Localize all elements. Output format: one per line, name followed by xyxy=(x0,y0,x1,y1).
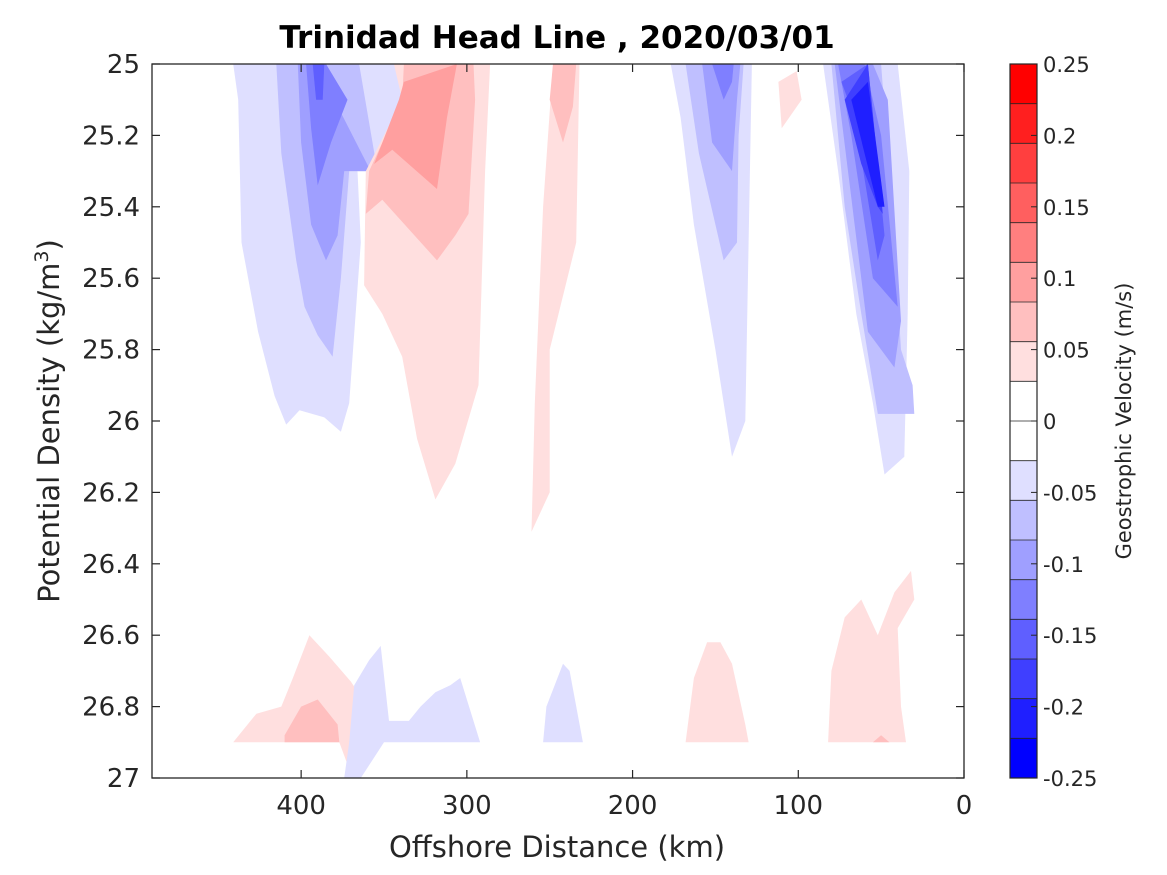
colorbar-swatch xyxy=(1010,64,1037,104)
contour-region-blue-deep-350km-l1 xyxy=(344,645,481,778)
chart-title: Trinidad Head Line , 2020/03/01 xyxy=(279,20,834,56)
y-axis-ticks: 25 25.2 25.4 25.6 25.8 26 26.2 26.4 26.6 26.8 27 xyxy=(82,50,964,794)
y-axis-label-main: Potential Density (kg/m xyxy=(32,263,66,603)
y-tick-label: 25.8 xyxy=(82,336,140,366)
contour-region-red-250km-l2 xyxy=(549,64,577,143)
contour-region-blue-60km-l7 xyxy=(851,81,885,207)
contour-region-red-deep-50km-l2 xyxy=(872,735,890,743)
contour-region-red-330km-l3 xyxy=(374,64,457,189)
colorbar-tick-label: 0.2 xyxy=(1043,124,1076,148)
x-axis-label: Offshore Distance (km) xyxy=(389,830,725,864)
colorbar-swatch xyxy=(1010,302,1037,342)
contour-region-blue-deep-240km-l1 xyxy=(543,663,583,743)
y-tick-label: 26.4 xyxy=(82,550,140,580)
y-tick-label: 25.2 xyxy=(82,121,140,151)
y-axis-label-end: ) xyxy=(32,239,66,250)
x-tick-label: 100 xyxy=(773,791,823,821)
colorbar-tick-label: -0.05 xyxy=(1043,481,1097,505)
y-axis-label-sup: 3 xyxy=(31,250,53,262)
colorbar-swatch xyxy=(1010,262,1037,303)
y-tick-label: 27 xyxy=(107,764,140,794)
y-tick-label: 26.8 xyxy=(82,693,140,723)
y-tick-label: 26.2 xyxy=(82,478,140,508)
colorbar-swatch xyxy=(1010,103,1037,144)
colorbar-swatch xyxy=(1010,579,1037,620)
y-tick-label: 25 xyxy=(107,50,140,80)
y-tick-label: 26.6 xyxy=(82,621,140,651)
contour-region-red-deep-400km-l2 xyxy=(284,699,340,743)
colorbar-tick-label: -0.2 xyxy=(1043,696,1084,720)
colorbar-swatch xyxy=(1010,222,1037,263)
colorbar-tick-label: 0.25 xyxy=(1043,53,1090,77)
colorbar-label: Geostrophic Velocity (m/s) xyxy=(1112,283,1136,560)
contour-region-red-250km-l1 xyxy=(531,64,580,532)
colorbar-swatch xyxy=(1010,738,1037,779)
x-tick-label: 0 xyxy=(956,791,973,821)
colorbar-tick-label: 0.1 xyxy=(1043,267,1076,291)
x-tick-label: 400 xyxy=(276,791,326,821)
colorbar-tick-label: -0.25 xyxy=(1043,767,1097,791)
x-tick-label: 300 xyxy=(442,791,492,821)
colorbar-swatch xyxy=(1010,460,1037,501)
colorbar-swatch xyxy=(1010,341,1037,382)
x-tick-label: 200 xyxy=(608,791,658,821)
contour-region-blue-400km-l5 xyxy=(312,64,325,100)
contour-region-red-110km-l1 xyxy=(778,71,802,129)
x-axis-ticks: 400 300 200 100 0 xyxy=(276,64,972,821)
colorbar-swatch xyxy=(1010,421,1037,461)
colorbar-ticks: 0.25 0.2 0.15 0.1 0.05 0 -0.05 -0.1 -0.15 -0.2 -0.… xyxy=(1031,53,1097,791)
y-tick-label: 26 xyxy=(107,407,140,437)
contour-region-red-deep-150km-l1 xyxy=(685,642,749,743)
colorbar-tick-label: -0.15 xyxy=(1043,624,1097,648)
colorbar-tick-label: 0 xyxy=(1043,410,1056,434)
colorbar-swatch xyxy=(1010,659,1037,699)
contour-region-blue-150km-l4 xyxy=(712,64,734,100)
colorbar-swatch xyxy=(1010,381,1037,422)
y-axis-label: Potential Density (kg/m3) xyxy=(31,239,66,603)
contour-regions xyxy=(233,64,915,778)
colorbar-tick-label: 0.05 xyxy=(1043,339,1090,363)
colorbar-swatch xyxy=(1010,540,1037,580)
colorbar-tick-label: 0.15 xyxy=(1043,196,1090,220)
colorbar-tick-label: -0.1 xyxy=(1043,553,1084,577)
colorbar xyxy=(1010,64,1037,779)
y-tick-label: 25.6 xyxy=(82,264,140,294)
colorbar-swatch xyxy=(1010,183,1037,223)
contour-region-blue-150km-l3 xyxy=(702,64,741,172)
colorbar-swatch xyxy=(1010,619,1037,660)
y-tick-label: 25.4 xyxy=(82,193,140,223)
colorbar-swatch xyxy=(1010,500,1037,541)
colorbar-swatch xyxy=(1010,143,1037,184)
colorbar-swatch xyxy=(1010,698,1037,739)
contour-region-red-deep-50km-l1 xyxy=(828,570,915,743)
